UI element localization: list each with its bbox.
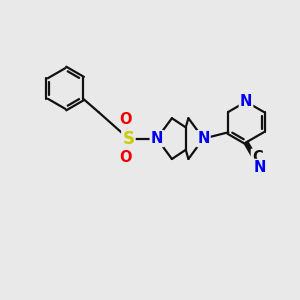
Text: C: C (252, 150, 262, 165)
Text: N: N (254, 160, 266, 175)
Text: N: N (197, 131, 210, 146)
Text: O: O (120, 150, 132, 165)
Text: O: O (120, 112, 132, 128)
Text: N: N (151, 131, 163, 146)
Text: N: N (240, 94, 252, 109)
Text: S: S (122, 130, 134, 148)
